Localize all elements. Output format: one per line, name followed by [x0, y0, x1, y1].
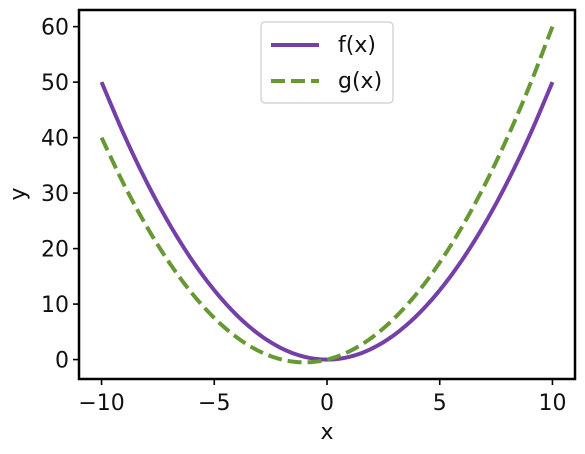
y-tick-label: 50: [41, 71, 69, 96]
y-tick-label: 20: [41, 238, 69, 263]
x-tick-label: 5: [433, 391, 447, 416]
legend-label-g: g(x): [338, 69, 382, 94]
x-tick-label: 10: [538, 391, 566, 416]
x-tick-label: −5: [198, 391, 230, 416]
y-axis-label: y: [6, 187, 31, 200]
legend: f(x) g(x): [260, 21, 394, 104]
y-tick-label: 10: [41, 293, 69, 318]
x-tick-label: 0: [320, 391, 334, 416]
x-axis-ticks: −10 −5 0 5 10: [78, 379, 566, 416]
series-line-f: [99, 81, 555, 362]
x-tick-label: −10: [78, 391, 124, 416]
series-line-g: [99, 25, 555, 365]
y-tick-label: 40: [41, 127, 69, 152]
legend-label-f: f(x): [338, 33, 376, 58]
y-tick-label: 0: [55, 349, 69, 374]
x-axis-label: x: [320, 420, 333, 445]
y-axis-ticks: 0 10 20 30 40 50 60: [41, 16, 79, 374]
y-tick-label: 30: [41, 182, 69, 207]
y-tick-label: 60: [41, 16, 69, 41]
plot-area: [99, 25, 555, 365]
